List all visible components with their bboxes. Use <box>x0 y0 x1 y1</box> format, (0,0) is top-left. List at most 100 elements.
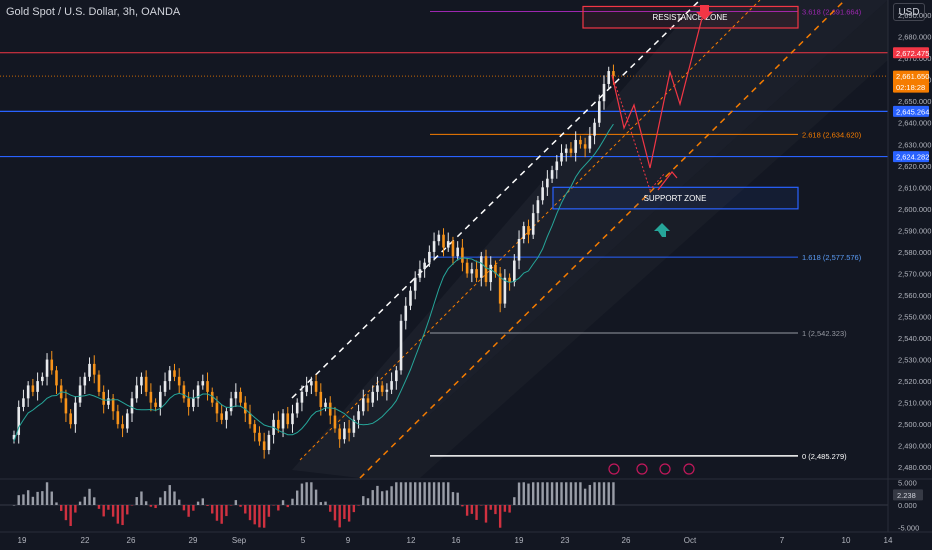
x-tick-label: 26 <box>622 536 631 545</box>
channel-fill <box>292 0 888 478</box>
oscillator-bar <box>329 505 332 512</box>
candle-body <box>239 391 242 403</box>
candle-body <box>111 398 115 412</box>
candle-body <box>159 391 162 407</box>
y-tick-label: 2,650.000 <box>898 97 931 106</box>
x-tick-label: 10 <box>842 536 851 545</box>
candle-body <box>192 398 195 407</box>
y-tick-label: 2,520.000 <box>898 377 931 386</box>
candle-body <box>484 256 488 283</box>
candle-body <box>437 234 441 242</box>
price-tag <box>893 70 929 93</box>
oscillator-bar <box>310 482 313 505</box>
candle-body <box>579 139 582 145</box>
candle-body <box>541 187 544 201</box>
up-arrow-icon <box>654 223 670 237</box>
x-tick-label: Oct <box>684 536 697 545</box>
fib-1618-label: 1.618 (2,577.576) <box>802 253 862 262</box>
oscillator-bar <box>536 482 540 505</box>
oscillator-bar <box>291 498 294 505</box>
candle-body <box>531 213 535 235</box>
candle-body <box>314 381 318 392</box>
currency-button[interactable]: USD <box>893 3 925 21</box>
candle-body <box>107 398 110 405</box>
candle-body <box>343 428 346 440</box>
oscillator-bar <box>357 505 360 506</box>
oscillator-bar <box>465 505 469 516</box>
lightning-icon[interactable] <box>608 463 620 475</box>
candle-body <box>489 264 493 283</box>
price-tag-label: 2,661.650 <box>896 72 929 81</box>
candle-body <box>182 385 186 399</box>
oscillator-bar <box>371 490 374 505</box>
oscillator-bar <box>111 505 115 517</box>
oscillator-bar <box>508 505 511 513</box>
oscillator-bar <box>286 505 289 508</box>
y-tick-label: 2,690.000 <box>898 11 931 20</box>
oscillator-bar <box>314 489 318 505</box>
oscillator-bar <box>484 505 488 523</box>
oscillator-bar <box>319 502 322 505</box>
oscillator-bar <box>423 482 426 505</box>
oscillator-bar <box>409 482 412 505</box>
oscillator-bar <box>140 491 143 505</box>
oscillator-bar <box>347 505 351 522</box>
candle-body <box>607 71 611 84</box>
candle-body <box>376 385 379 392</box>
oscillator-bar <box>352 505 356 513</box>
oscillator-bar <box>541 482 544 505</box>
oscillator-bar <box>31 496 35 505</box>
candle-body <box>300 391 304 403</box>
candle-body <box>210 391 214 403</box>
oscillator-bar <box>163 491 167 505</box>
candle-body <box>206 381 209 392</box>
oscillator-bar <box>215 505 219 521</box>
fib-2618-label: 2.618 (2,634.620) <box>802 130 862 139</box>
y-tick-label: 2,530.000 <box>898 356 931 365</box>
candle-body <box>390 381 393 390</box>
y-tick-label: 2,570.000 <box>898 269 931 278</box>
candle-body <box>479 256 483 278</box>
candle-body <box>177 376 181 386</box>
candle-body <box>347 428 351 433</box>
candle-body <box>428 251 431 263</box>
flag-icon[interactable] <box>636 463 648 475</box>
oscillator-tick-label: -5.000 <box>898 524 919 533</box>
candle-body <box>45 359 49 377</box>
candle-body <box>74 402 77 425</box>
price-tag-label: 2,672.475 <box>896 49 929 58</box>
oscillator-bar <box>262 505 266 528</box>
candle-body <box>475 269 478 278</box>
candle-body <box>102 391 105 405</box>
candle-body <box>50 359 54 371</box>
candle-body <box>597 101 601 123</box>
candle-body <box>366 398 370 403</box>
price-tag-label: 2,645.264 <box>896 107 929 116</box>
candle-body <box>588 135 592 149</box>
oscillator-bar <box>588 484 592 505</box>
x-tick-label: 19 <box>18 536 27 545</box>
oscillator-bar <box>503 505 507 512</box>
flag-icon[interactable] <box>659 463 671 475</box>
candle-body <box>536 200 540 214</box>
candle-body <box>527 226 530 235</box>
oscillator-bar <box>296 490 299 505</box>
candle-body <box>442 234 445 248</box>
candle-body <box>22 398 25 407</box>
oscillator-bar <box>550 482 554 505</box>
oscillator-bar <box>546 482 549 505</box>
candle-body <box>508 277 511 283</box>
oscillator-bar <box>442 482 445 505</box>
candle-body <box>583 144 587 149</box>
flag-icon[interactable] <box>683 463 695 475</box>
candle-body <box>546 178 549 188</box>
candle-body <box>513 260 516 283</box>
oscillator-bar <box>324 501 327 505</box>
fib-1-label: 1 (2,542.323) <box>802 329 847 338</box>
candle-body <box>69 413 72 425</box>
candle-body <box>324 402 327 407</box>
oscillator-bar <box>102 505 105 517</box>
y-tick-label: 2,610.000 <box>898 183 931 192</box>
